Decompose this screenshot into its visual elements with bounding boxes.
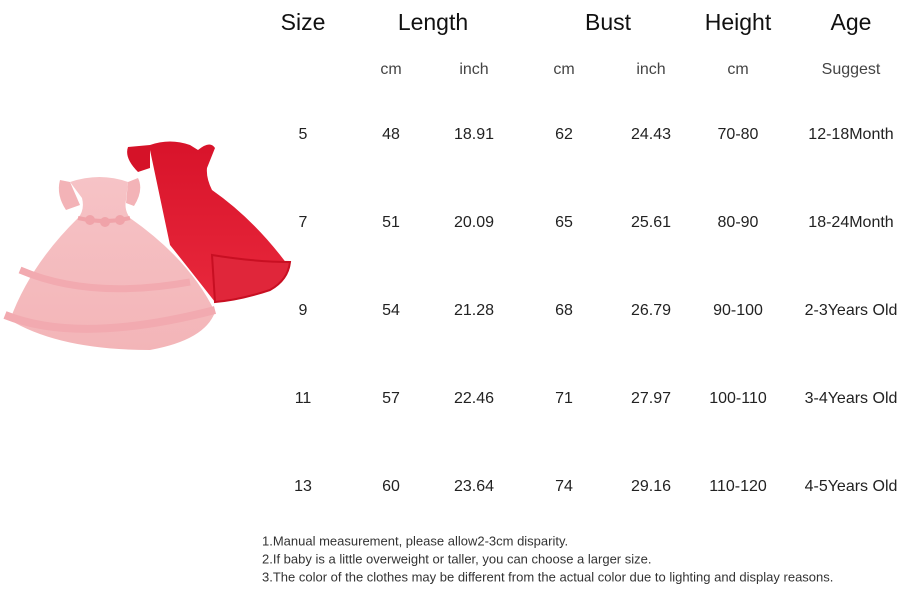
table-cell: 22.46 [454, 390, 494, 407]
table-cell: 4-5Years Old [805, 478, 898, 495]
unit-label: cm [380, 61, 401, 78]
table-cell: 54 [382, 302, 400, 319]
table-cell: 12-18Month [808, 126, 893, 143]
notes: 1.Manual measurement, please allow2-3cm … [262, 533, 833, 584]
table-cell: 110-120 [709, 478, 767, 495]
table-cell: 13 [294, 478, 312, 495]
table-cell: 11 [295, 390, 312, 407]
table-cell: 74 [555, 478, 573, 495]
unit-label: inch [636, 61, 665, 78]
table-cell: 20.09 [454, 214, 494, 231]
table-cell: 60 [382, 478, 400, 495]
size-table: Size Length Bust Height Age cm inch cm inch cm Sug… [281, 9, 898, 495]
product-image [3, 141, 292, 350]
table-cell: 9 [299, 302, 308, 319]
table-cell: 71 [555, 390, 573, 407]
table-cell: 68 [555, 302, 573, 319]
table-cell: 27.97 [631, 390, 671, 407]
unit-label: cm [727, 61, 748, 78]
table-cell: 29.16 [631, 478, 671, 495]
table-cell: 51 [382, 214, 400, 231]
table-cell: 7 [299, 214, 308, 231]
table-cell: 90-100 [713, 302, 763, 319]
table-cell: 80-90 [718, 214, 759, 231]
table-cell: 24.43 [631, 126, 671, 143]
table-cell: 3-4Years Old [805, 390, 898, 407]
table-cell: 70-80 [718, 126, 759, 143]
table-cell: 21.28 [454, 302, 494, 319]
column-header: Length [398, 9, 468, 35]
table-cell: 62 [555, 126, 573, 143]
table-cell: 23.64 [454, 478, 494, 495]
table-cell: 18-24Month [808, 214, 893, 231]
column-header: Size [281, 9, 326, 35]
table-cell: 26.79 [631, 302, 671, 319]
unit-label: cm [553, 61, 574, 78]
note: 1.Manual measurement, please allow2-3cm … [262, 533, 568, 548]
table-cell: 2-3Years Old [805, 302, 898, 319]
note: 3.The color of the clothes may be differ… [262, 569, 833, 584]
note: 2.If baby is a little overweight or tall… [262, 551, 651, 566]
unit-label: inch [459, 61, 488, 78]
column-header: Height [705, 9, 772, 35]
table-cell: 57 [382, 390, 400, 407]
column-header: Age [831, 9, 872, 35]
table-cell: 18.91 [454, 126, 494, 143]
unit-label: Suggest [822, 61, 881, 78]
table-cell: 25.61 [631, 214, 671, 231]
table-cell: 65 [555, 214, 573, 231]
table-cell: 100-110 [709, 390, 767, 407]
table-cell: 48 [382, 126, 400, 143]
table-cell: 5 [299, 126, 308, 143]
column-header: Bust [585, 9, 632, 35]
